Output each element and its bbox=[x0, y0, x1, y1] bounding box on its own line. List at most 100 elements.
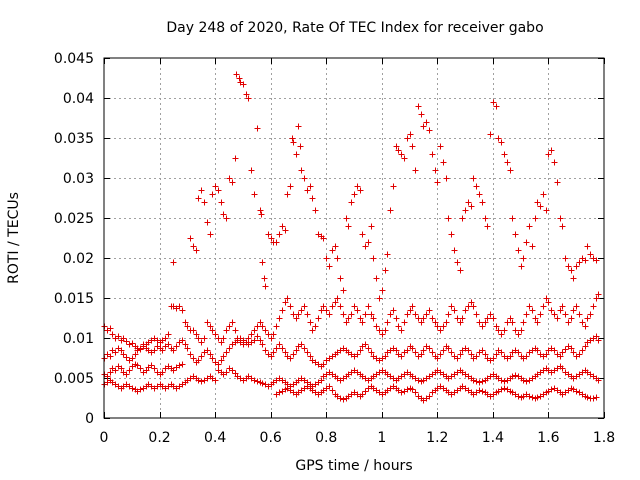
y-tick-label: 0.02 bbox=[63, 251, 94, 267]
chart-title: Day 248 of 2020, Rate Of TEC Index for r… bbox=[166, 20, 543, 36]
data-point bbox=[562, 255, 569, 262]
data-point bbox=[498, 139, 505, 146]
data-point bbox=[362, 311, 369, 318]
data-point bbox=[289, 135, 296, 142]
data-point bbox=[382, 267, 389, 274]
data-point bbox=[473, 378, 480, 385]
data-point bbox=[409, 345, 416, 352]
data-point bbox=[468, 203, 475, 210]
data-point bbox=[304, 349, 311, 356]
data-point bbox=[334, 295, 341, 302]
data-point bbox=[440, 323, 447, 330]
data-point bbox=[129, 355, 136, 362]
data-point bbox=[518, 327, 525, 334]
data-point bbox=[534, 394, 541, 401]
data-point bbox=[545, 151, 552, 158]
data-point bbox=[507, 167, 514, 174]
data-point bbox=[576, 351, 583, 358]
data-point bbox=[540, 191, 547, 198]
data-point bbox=[412, 389, 419, 396]
data-point bbox=[390, 183, 397, 190]
data-point bbox=[482, 351, 489, 358]
data-point bbox=[426, 307, 433, 314]
data-point bbox=[457, 267, 464, 274]
data-point bbox=[420, 123, 427, 130]
data-point bbox=[340, 311, 347, 318]
data-point bbox=[518, 263, 525, 270]
data-point bbox=[579, 347, 586, 354]
data-point bbox=[584, 243, 591, 250]
data-point bbox=[409, 386, 416, 393]
data-point bbox=[226, 323, 233, 330]
data-point bbox=[354, 183, 361, 190]
data-point bbox=[398, 151, 405, 158]
data-point bbox=[523, 378, 530, 385]
data-point bbox=[490, 315, 497, 322]
data-point bbox=[484, 315, 491, 322]
data-point bbox=[412, 167, 419, 174]
data-point bbox=[537, 311, 544, 318]
data-point bbox=[159, 369, 166, 376]
data-point bbox=[307, 353, 314, 360]
data-point bbox=[323, 255, 330, 262]
data-point bbox=[495, 135, 502, 142]
data-point bbox=[229, 367, 236, 374]
data-point bbox=[587, 251, 594, 258]
data-point bbox=[104, 373, 111, 380]
data-point bbox=[395, 147, 402, 154]
data-point bbox=[209, 191, 216, 198]
data-point bbox=[229, 319, 236, 326]
data-point bbox=[262, 327, 269, 334]
data-point bbox=[515, 349, 522, 356]
data-point bbox=[301, 303, 308, 310]
data-point bbox=[318, 377, 325, 384]
data-point bbox=[554, 179, 561, 186]
data-point bbox=[137, 365, 144, 372]
data-point bbox=[254, 125, 261, 132]
data-point bbox=[479, 323, 486, 330]
data-point bbox=[254, 333, 261, 340]
data-point bbox=[159, 347, 166, 354]
data-point bbox=[293, 151, 300, 158]
data-point bbox=[501, 378, 508, 385]
data-point bbox=[320, 303, 327, 310]
data-point bbox=[426, 345, 433, 352]
data-point bbox=[129, 385, 136, 392]
data-point bbox=[595, 337, 602, 344]
data-point bbox=[390, 307, 397, 314]
data-point bbox=[276, 231, 283, 238]
data-point bbox=[137, 386, 144, 393]
data-point bbox=[232, 155, 239, 162]
data-point bbox=[245, 95, 252, 102]
data-point bbox=[451, 247, 458, 254]
data-point bbox=[515, 247, 522, 254]
data-point bbox=[548, 386, 555, 393]
data-point bbox=[273, 323, 280, 330]
data-point bbox=[107, 353, 114, 360]
data-point bbox=[568, 315, 575, 322]
data-point bbox=[420, 347, 427, 354]
data-point bbox=[537, 203, 544, 210]
data-point bbox=[593, 257, 600, 264]
data-point bbox=[470, 175, 477, 182]
data-point bbox=[298, 307, 305, 314]
data-point bbox=[251, 337, 258, 344]
data-point bbox=[315, 315, 322, 322]
data-point bbox=[484, 223, 491, 230]
data-point bbox=[179, 361, 186, 368]
data-point bbox=[129, 340, 136, 347]
data-point bbox=[187, 351, 194, 358]
data-point bbox=[187, 235, 194, 242]
data-point bbox=[493, 323, 500, 330]
data-point bbox=[359, 319, 366, 326]
data-point bbox=[570, 307, 577, 314]
data-point bbox=[357, 315, 364, 322]
data-point bbox=[520, 319, 527, 326]
data-point bbox=[423, 311, 430, 318]
x-tick-labels: 0 0.2 0.4 0.6 0.8 1 1.2 1.4 1.6 1.8 bbox=[100, 430, 616, 446]
y-tick-label: 0.03 bbox=[63, 171, 94, 187]
x-tick-label: 0.2 bbox=[148, 430, 170, 446]
data-point bbox=[287, 183, 294, 190]
data-point bbox=[140, 341, 147, 348]
